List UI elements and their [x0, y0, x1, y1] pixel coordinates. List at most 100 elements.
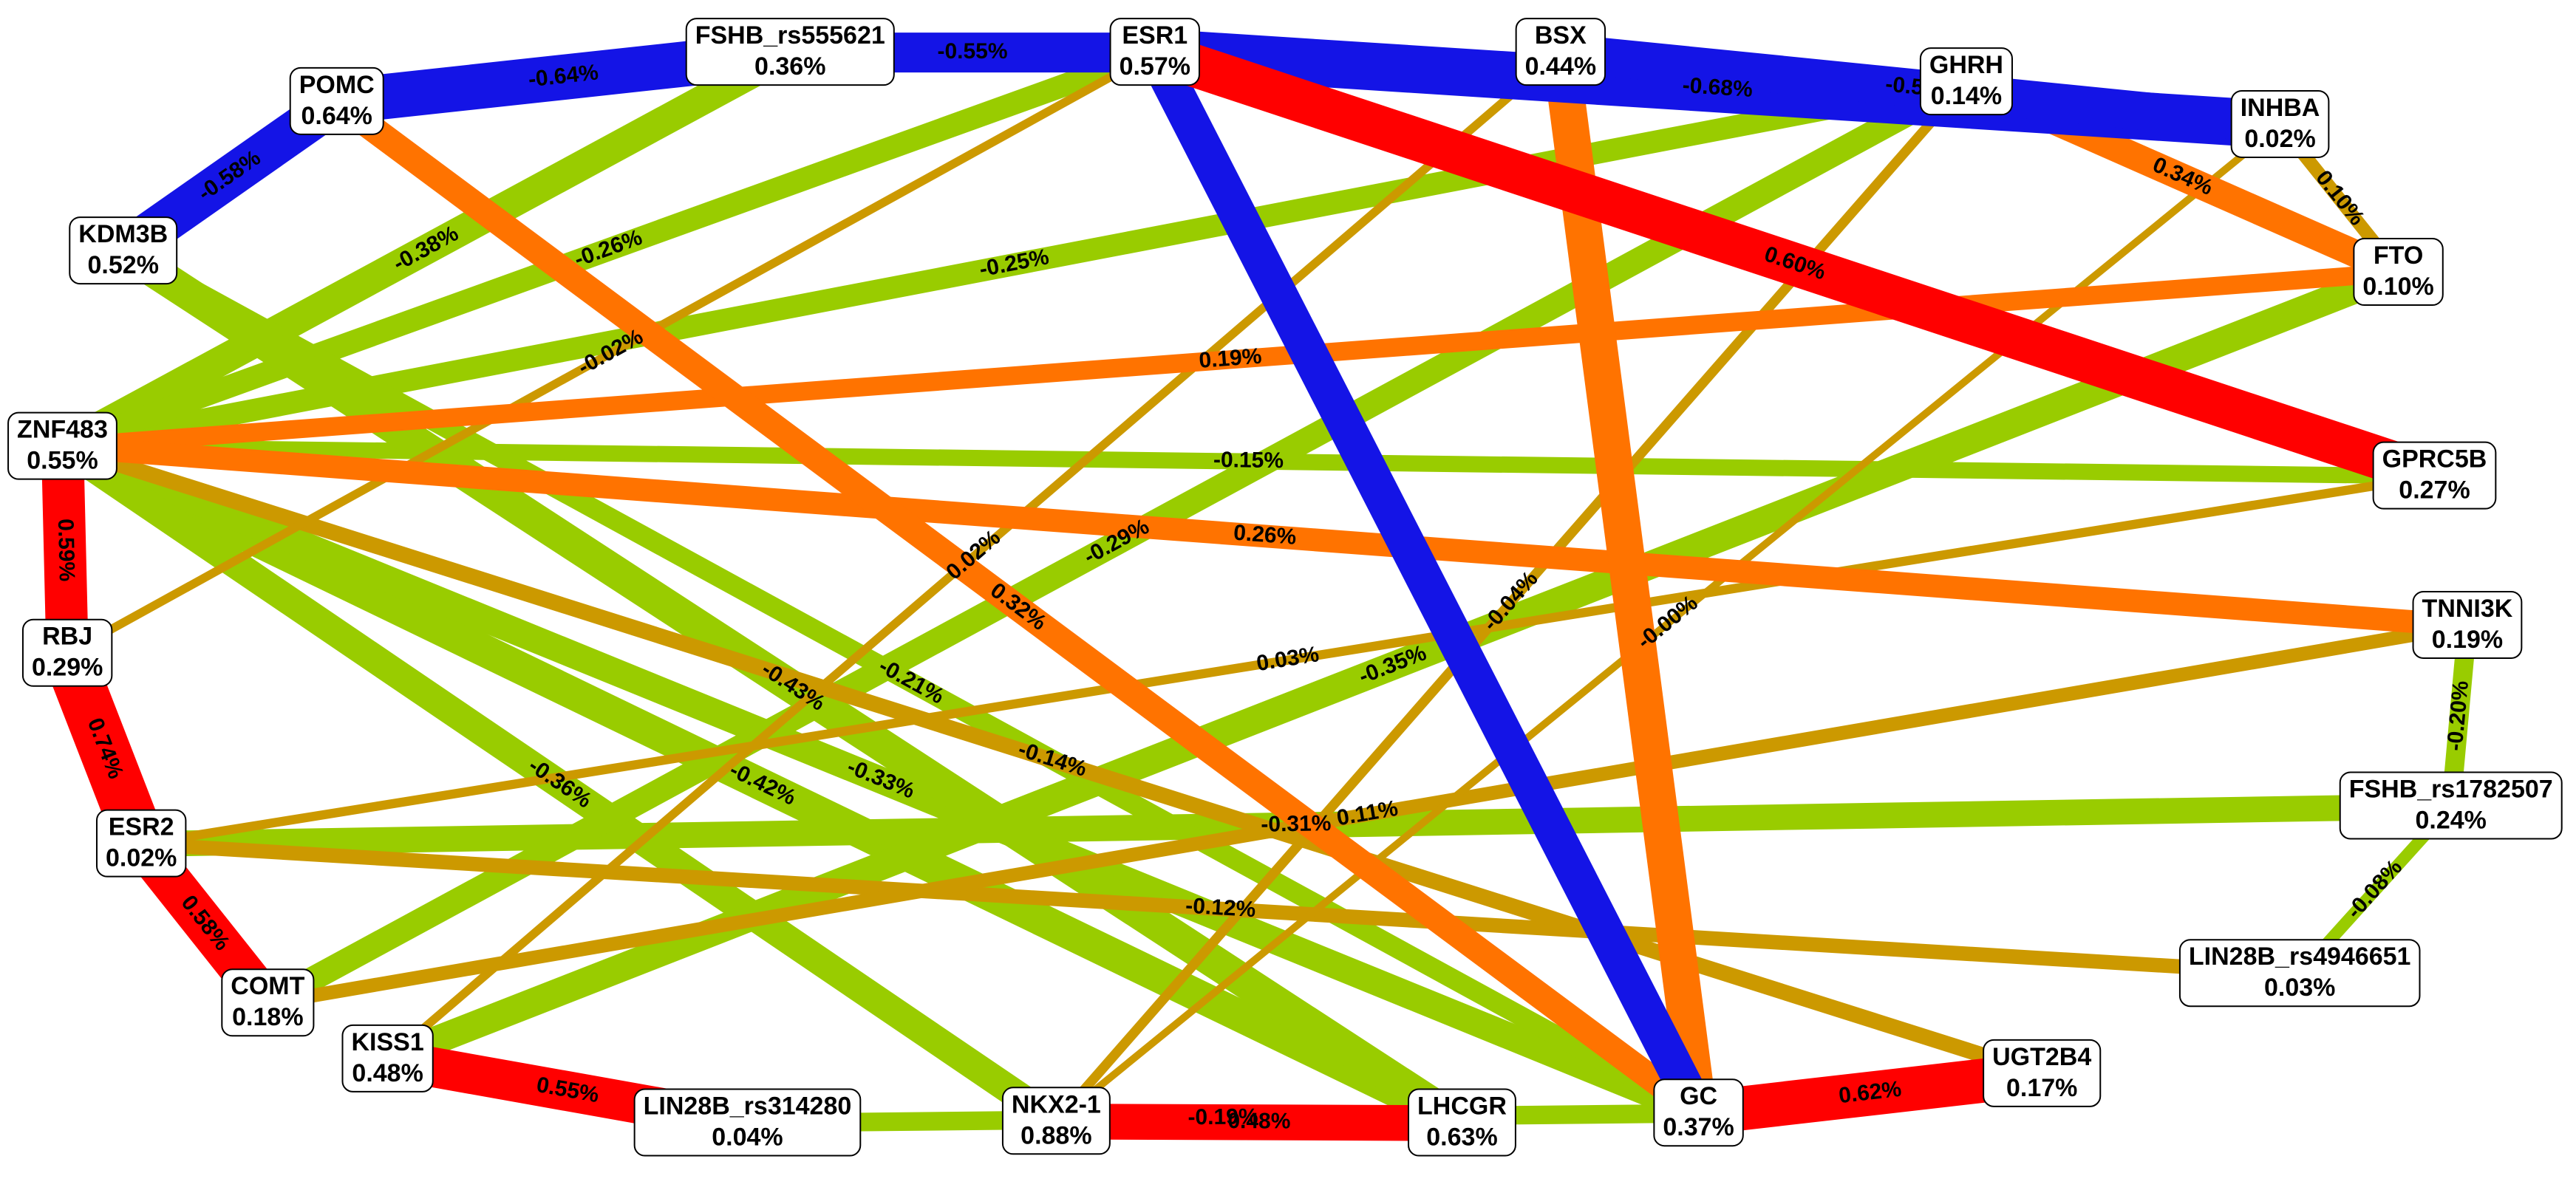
node-name: UGT2B4: [1992, 1043, 2091, 1071]
edge-label: -0.15%: [1213, 448, 1284, 473]
node-value: 0.37%: [1663, 1113, 1734, 1141]
node-box: [1109, 18, 1200, 86]
node-value: 0.17%: [2006, 1074, 2077, 1102]
node: INHBA 0.02%: [2230, 89, 2330, 158]
node-name: TNNI3K: [2422, 595, 2513, 623]
node-name: RBJ: [42, 623, 92, 651]
edge-label: 0.48%: [1227, 1109, 1290, 1133]
node-name: NKX2-1: [1012, 1090, 1101, 1118]
node-name: LIN28B_rs314280: [644, 1092, 852, 1121]
edge: [58, 41, 1159, 458]
node-name: FSHB_rs1782507: [2349, 775, 2553, 803]
edge: [61, 435, 2469, 637]
edge: [114, 237, 1471, 1138]
node-value: 0.14%: [1931, 82, 2002, 110]
edge-label: -0.68%: [1682, 73, 1754, 102]
node-value: 0.55%: [27, 447, 98, 475]
node-value: 0.44%: [1525, 52, 1596, 81]
edge: [55, 432, 1469, 1138]
edge-label: -0.31%: [1261, 811, 1332, 837]
node-value: 0.48%: [352, 1059, 423, 1087]
node-box: [1653, 1078, 1744, 1147]
node-name: GPRC5B: [2382, 445, 2487, 473]
node-value: 0.04%: [712, 1124, 783, 1152]
node-name: INHBA: [2241, 94, 2320, 122]
node: RBJ 0.29%: [21, 618, 113, 687]
edge-label: 0.03%: [1255, 642, 1321, 676]
node: UGT2B4 0.17%: [1983, 1039, 2102, 1107]
node-value: 0.24%: [2416, 806, 2487, 834]
nodes: FSHB_rs555621 0.36% ESR1 0.57% BSX 0.44% GHRH 0…: [7, 18, 2563, 1157]
node-name: COMT: [231, 972, 304, 1000]
node: LIN28B_rs4946651 0.03%: [2178, 939, 2421, 1008]
node-box: [1983, 1039, 2102, 1107]
node-name: FTO: [2374, 242, 2423, 270]
node-name: FSHB_rs555621: [695, 21, 885, 49]
edge: [1542, 49, 1717, 1116]
edge: [329, 91, 1707, 1124]
node-name: ESR2: [109, 813, 174, 841]
node-value: 0.27%: [2399, 476, 2470, 505]
node-name: GC: [1680, 1082, 1717, 1110]
node-box: [685, 18, 895, 86]
node-value: 0.57%: [1120, 52, 1190, 81]
node-name: KDM3B: [78, 220, 168, 248]
node-name: BSX: [1535, 21, 1587, 49]
edge-label: 0.10%: [2311, 165, 2369, 230]
node-value: 0.03%: [2264, 974, 2335, 1002]
node-value: 0.29%: [32, 654, 103, 682]
node: FSHB_rs555621 0.36%: [685, 18, 895, 86]
node: POMC 0.64%: [289, 66, 384, 135]
node-value: 0.88%: [1020, 1121, 1091, 1149]
edge: [1056, 1104, 1462, 1141]
edge-label: 0.26%: [1233, 521, 1297, 550]
node: LHCGR 0.63%: [1408, 1088, 1516, 1157]
node: GPRC5B 0.27%: [2372, 441, 2497, 510]
node-box: [21, 618, 113, 687]
node-box: [1001, 1087, 1111, 1155]
node-value: 0.02%: [106, 844, 177, 872]
node: NKX2-1 0.88%: [1001, 1087, 1111, 1155]
node-value: 0.18%: [232, 1003, 303, 1031]
node-box: [7, 411, 117, 480]
edge-label: -0.08%: [2342, 855, 2407, 923]
edge: [118, 242, 1704, 1122]
node-box: [341, 1024, 434, 1092]
edge: [55, 39, 797, 460]
node: BSX 0.44%: [1515, 18, 1606, 86]
node-value: 0.52%: [88, 251, 159, 279]
node-box: [221, 968, 315, 1037]
edge: [140, 836, 2300, 982]
node-name: LHCGR: [1417, 1092, 1507, 1121]
node: TNNI3K 0.19%: [2412, 590, 2523, 659]
node-box: [1515, 18, 1606, 86]
node-value: 0.19%: [2432, 626, 2503, 654]
edge-label: 0.19%: [1198, 344, 1262, 373]
edge: [140, 471, 2436, 849]
edge-label: -0.55%: [937, 39, 1007, 64]
node-box: [1408, 1088, 1516, 1157]
node: KDM3B 0.52%: [69, 216, 178, 285]
edge-label: -0.14%: [1015, 737, 1090, 782]
edge-label: -0.19%: [1188, 1104, 1258, 1129]
node-name: ZNF483: [17, 416, 108, 444]
node-value: 0.10%: [2362, 273, 2433, 301]
node-name: POMC: [299, 71, 375, 99]
edge: [1148, 32, 2442, 497]
edge: [57, 434, 1704, 1126]
node-value: 0.63%: [1426, 1124, 1497, 1152]
edge: [1138, 44, 1715, 1122]
node: GC 0.37%: [1653, 1078, 1744, 1147]
node-box: [69, 216, 178, 285]
edge-label: -0.26%: [571, 225, 646, 272]
edge-label: 0.59%: [53, 519, 79, 582]
node-box: [633, 1088, 862, 1157]
edge: [384, 49, 1564, 1063]
node-box: [2339, 771, 2563, 840]
node: KISS1 0.48%: [341, 1024, 434, 1092]
edge: [54, 434, 1065, 1134]
node-box: [289, 66, 384, 135]
edge: [60, 439, 2045, 1081]
node-name: KISS1: [351, 1028, 423, 1056]
